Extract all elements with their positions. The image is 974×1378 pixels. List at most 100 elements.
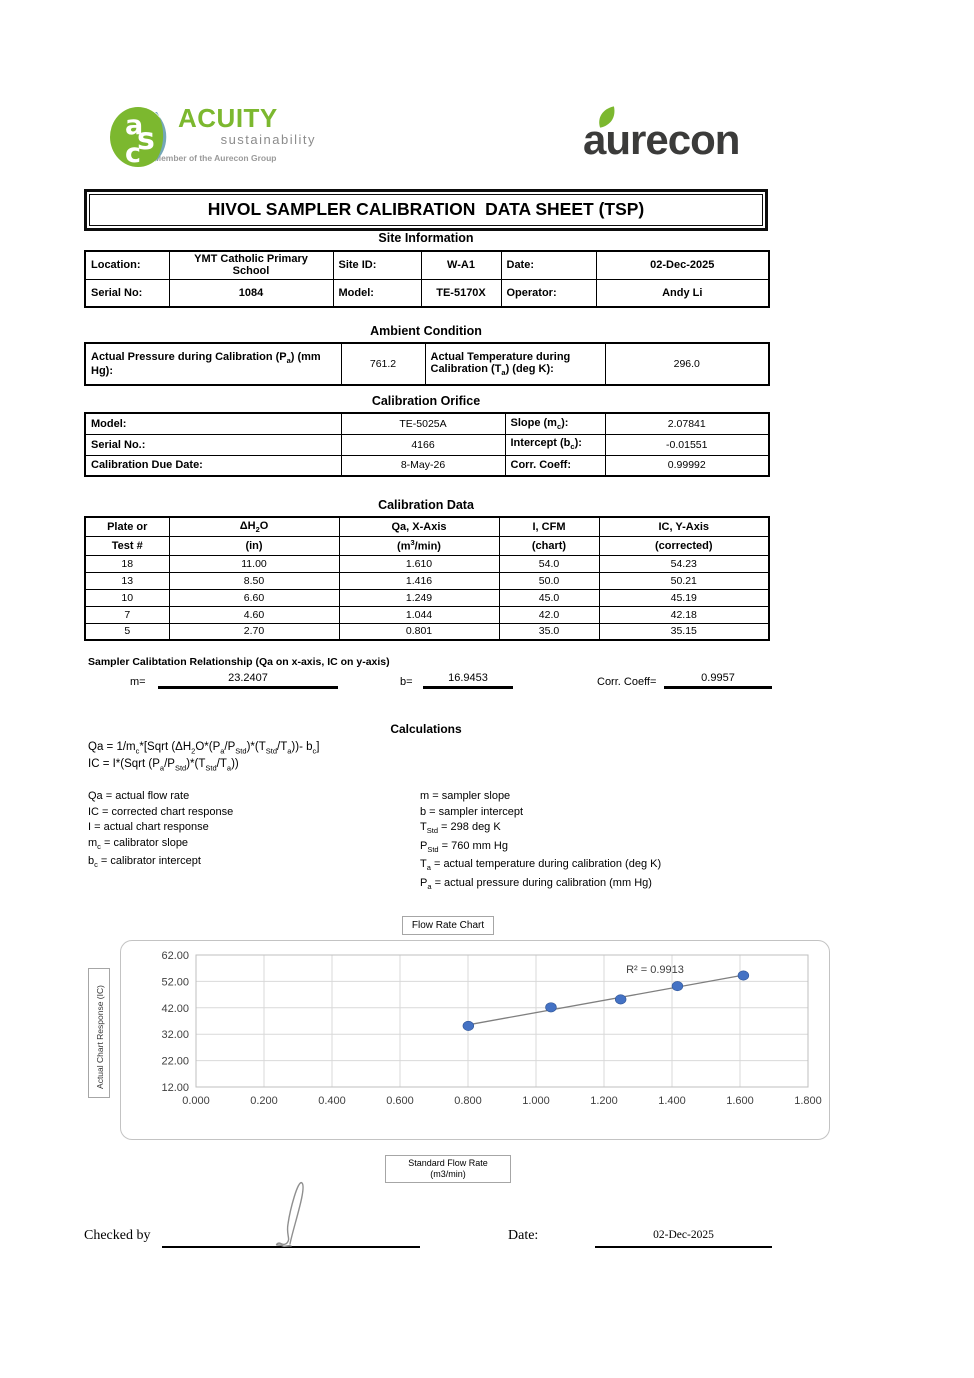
site-information-heading: Site Information (378, 231, 474, 245)
orifice-serial-label: Serial No.: (84, 433, 342, 456)
table-row: 10 6.60 1.249 45.0 45.19 (84, 588, 770, 607)
col-plate-header: Plate or (84, 516, 170, 537)
sampler-relationship-heading: Sampler Calibtation Relationship (Qa on … (88, 656, 390, 668)
definition-item: IC = corrected chart response (88, 805, 234, 818)
corr-coeff-rel-value: 0.9957 (664, 672, 772, 689)
flow-rate-chart-plot: 0.000 0.200 0.400 0.600 0.800 1.000 1.200 1.400… (161, 950, 822, 1107)
definition-item: TStd = 298 deg K (420, 821, 501, 836)
definitions-right: m = sampler slope b = sampler intercept … (420, 789, 760, 895)
flow-rate-chart: 0.000 0.200 0.400 0.600 0.800 1.000 1.200 1.400… (120, 940, 830, 1140)
ambient-condition-table: Actual Pressure during Calibration (Pa) … (84, 342, 770, 386)
cell-dh2o: 8.50 (168, 571, 340, 590)
svg-text:s: s (137, 122, 155, 157)
corr-coeff-label: Corr. Coeff: (504, 454, 606, 477)
col-qa-units: (m3/min) (338, 535, 500, 556)
table-row: Model: TE-5025A Slope (mc): 2.07841 (84, 412, 770, 435)
temperature-value: 296.0 (604, 342, 770, 386)
svg-text:0.800: 0.800 (454, 1095, 482, 1107)
cell-ic: 35.15 (598, 622, 770, 641)
signature-icon (275, 1182, 304, 1247)
calibration-orifice-table: Model: TE-5025A Slope (mc): 2.07841 Seri… (84, 412, 770, 477)
cell-icfm: 45.0 (498, 588, 600, 607)
table-header-row: Plate or ΔH2O Qa, X-Axis I, CFM IC, Y-Ax… (84, 516, 770, 537)
corr-coeff-value: 0.99992 (604, 454, 770, 477)
svg-text:0.000: 0.000 (182, 1095, 210, 1107)
pressure-value: 761.2 (340, 342, 426, 386)
table-row: 18 11.00 1.610 54.0 54.23 (84, 554, 770, 573)
table-row: Location: YMT Catholic Primary School Si… (84, 250, 770, 280)
corr-coeff-rel-label: Corr. Coeff= (597, 676, 657, 688)
operator-value: Andy Li (595, 278, 770, 308)
col-qa-header: Qa, X-Axis (338, 516, 500, 537)
sheet-title-box: HIVOL SAMPLER CALIBRATION DATA SHEET (TS… (84, 189, 768, 231)
chart-ylabel: Actual Chart Response (IC) (95, 985, 105, 1089)
svg-text:62.00: 62.00 (161, 950, 189, 962)
model-value: TE-5170X (420, 278, 502, 308)
definition-item: Qa = actual flow rate (88, 790, 190, 802)
formula-qa: Qa = 1/mc*[Sqrt (ΔH2O*(Pa/PStd)*(TStd/Ta… (88, 741, 320, 756)
acuity-monogram-icon: a s c (110, 107, 167, 169)
svg-text:R² = 0.9913: R² = 0.9913 (626, 964, 684, 976)
table-row: 13 8.50 1.416 50.0 50.21 (84, 571, 770, 590)
cell-dh2o: 11.00 (168, 554, 340, 573)
m-value: 23.2407 (158, 672, 338, 689)
definition-item: mc = calibrator slope (88, 836, 189, 851)
svg-text:0.400: 0.400 (318, 1095, 346, 1107)
location-value: YMT Catholic Primary School (168, 250, 334, 280)
chart-xlabel-box: Standard Flow Rate (m3/min) (385, 1155, 511, 1183)
svg-text:1.200: 1.200 (590, 1095, 618, 1107)
acuity-wordmark: ACUITY (178, 103, 278, 133)
definition-item: I = actual chart response (88, 821, 209, 833)
formula-ic: IC = I*(Sqrt (Pa/PStd)*(TStd/Ta)) (88, 758, 239, 773)
intercept-label: Intercept (bc): (504, 433, 606, 456)
svg-text:0.600: 0.600 (386, 1095, 414, 1107)
col-plate-units: Test # (84, 535, 170, 556)
calibration-orifice-heading: Calibration Orifice (371, 394, 481, 408)
aurecon-logo: aurecon (583, 106, 740, 163)
temperature-label: Actual Temperature during Calibration (T… (424, 342, 606, 386)
col-icfm-header: I, CFM (498, 516, 600, 537)
chart-xlabel-line1: Standard Flow Rate (408, 1158, 488, 1168)
cell-dh2o: 4.60 (168, 605, 340, 624)
table-row: Actual Pressure during Calibration (Pa) … (84, 342, 770, 386)
definition-item: PStd = 760 mm Hg (420, 839, 508, 854)
calibration-data-table: Plate or ΔH2O Qa, X-Axis I, CFM IC, Y-Ax… (84, 516, 770, 641)
date-value: 02-Dec-2025 (595, 250, 770, 280)
cell-qa: 1.044 (338, 605, 500, 624)
slope-value: 2.07841 (604, 412, 770, 435)
col-ic-header: IC, Y-Axis (598, 516, 770, 537)
aurecon-wordmark: aurecon (583, 116, 740, 163)
site-id-label: Site ID: (332, 250, 422, 280)
definition-item: m = sampler slope (420, 790, 511, 802)
footer-date-value: 02-Dec-2025 (595, 1229, 772, 1248)
svg-text:1.400: 1.400 (658, 1095, 686, 1107)
pressure-label: Actual Pressure during Calibration (Pa) … (84, 342, 342, 386)
location-label: Location: (84, 250, 170, 280)
aurecon-leaf-icon (599, 106, 615, 128)
svg-text:1.800: 1.800 (794, 1095, 822, 1107)
site-information-table: Location: YMT Catholic Primary School Si… (84, 250, 770, 308)
cell-icfm: 54.0 (498, 554, 600, 573)
serial-no-label: Serial No: (84, 278, 170, 308)
serial-no-value: 1084 (168, 278, 334, 308)
model-label: Model: (332, 278, 422, 308)
slope-label: Slope (mc): (504, 412, 606, 435)
page-title: HIVOL SAMPLER CALIBRATION DATA SHEET (TS… (207, 199, 645, 219)
chart-ylabel-box: Actual Chart Response (IC) (88, 968, 110, 1098)
cal-due-date-label: Calibration Due Date: (84, 454, 342, 477)
svg-text:c: c (125, 138, 141, 169)
chart-title-box: Flow Rate Chart (402, 916, 494, 935)
footer-date-label: Date: (508, 1228, 539, 1243)
intercept-value: -0.01551 (604, 433, 770, 456)
col-dh2o-units: (in) (168, 535, 340, 556)
table-row: 7 4.60 1.044 42.0 42.18 (84, 605, 770, 624)
cell-ic: 54.23 (598, 554, 770, 573)
acuity-subtitle: sustainability (220, 132, 316, 147)
cell-test: 5 (84, 622, 170, 641)
cell-dh2o: 2.70 (168, 622, 340, 641)
cell-icfm: 35.0 (498, 622, 600, 641)
table-row: Serial No: 1084 Model: TE-5170X Operator… (84, 278, 770, 308)
acuity-tagline: Member of the Aurecon Group (154, 153, 277, 163)
cell-test: 18 (84, 554, 170, 573)
